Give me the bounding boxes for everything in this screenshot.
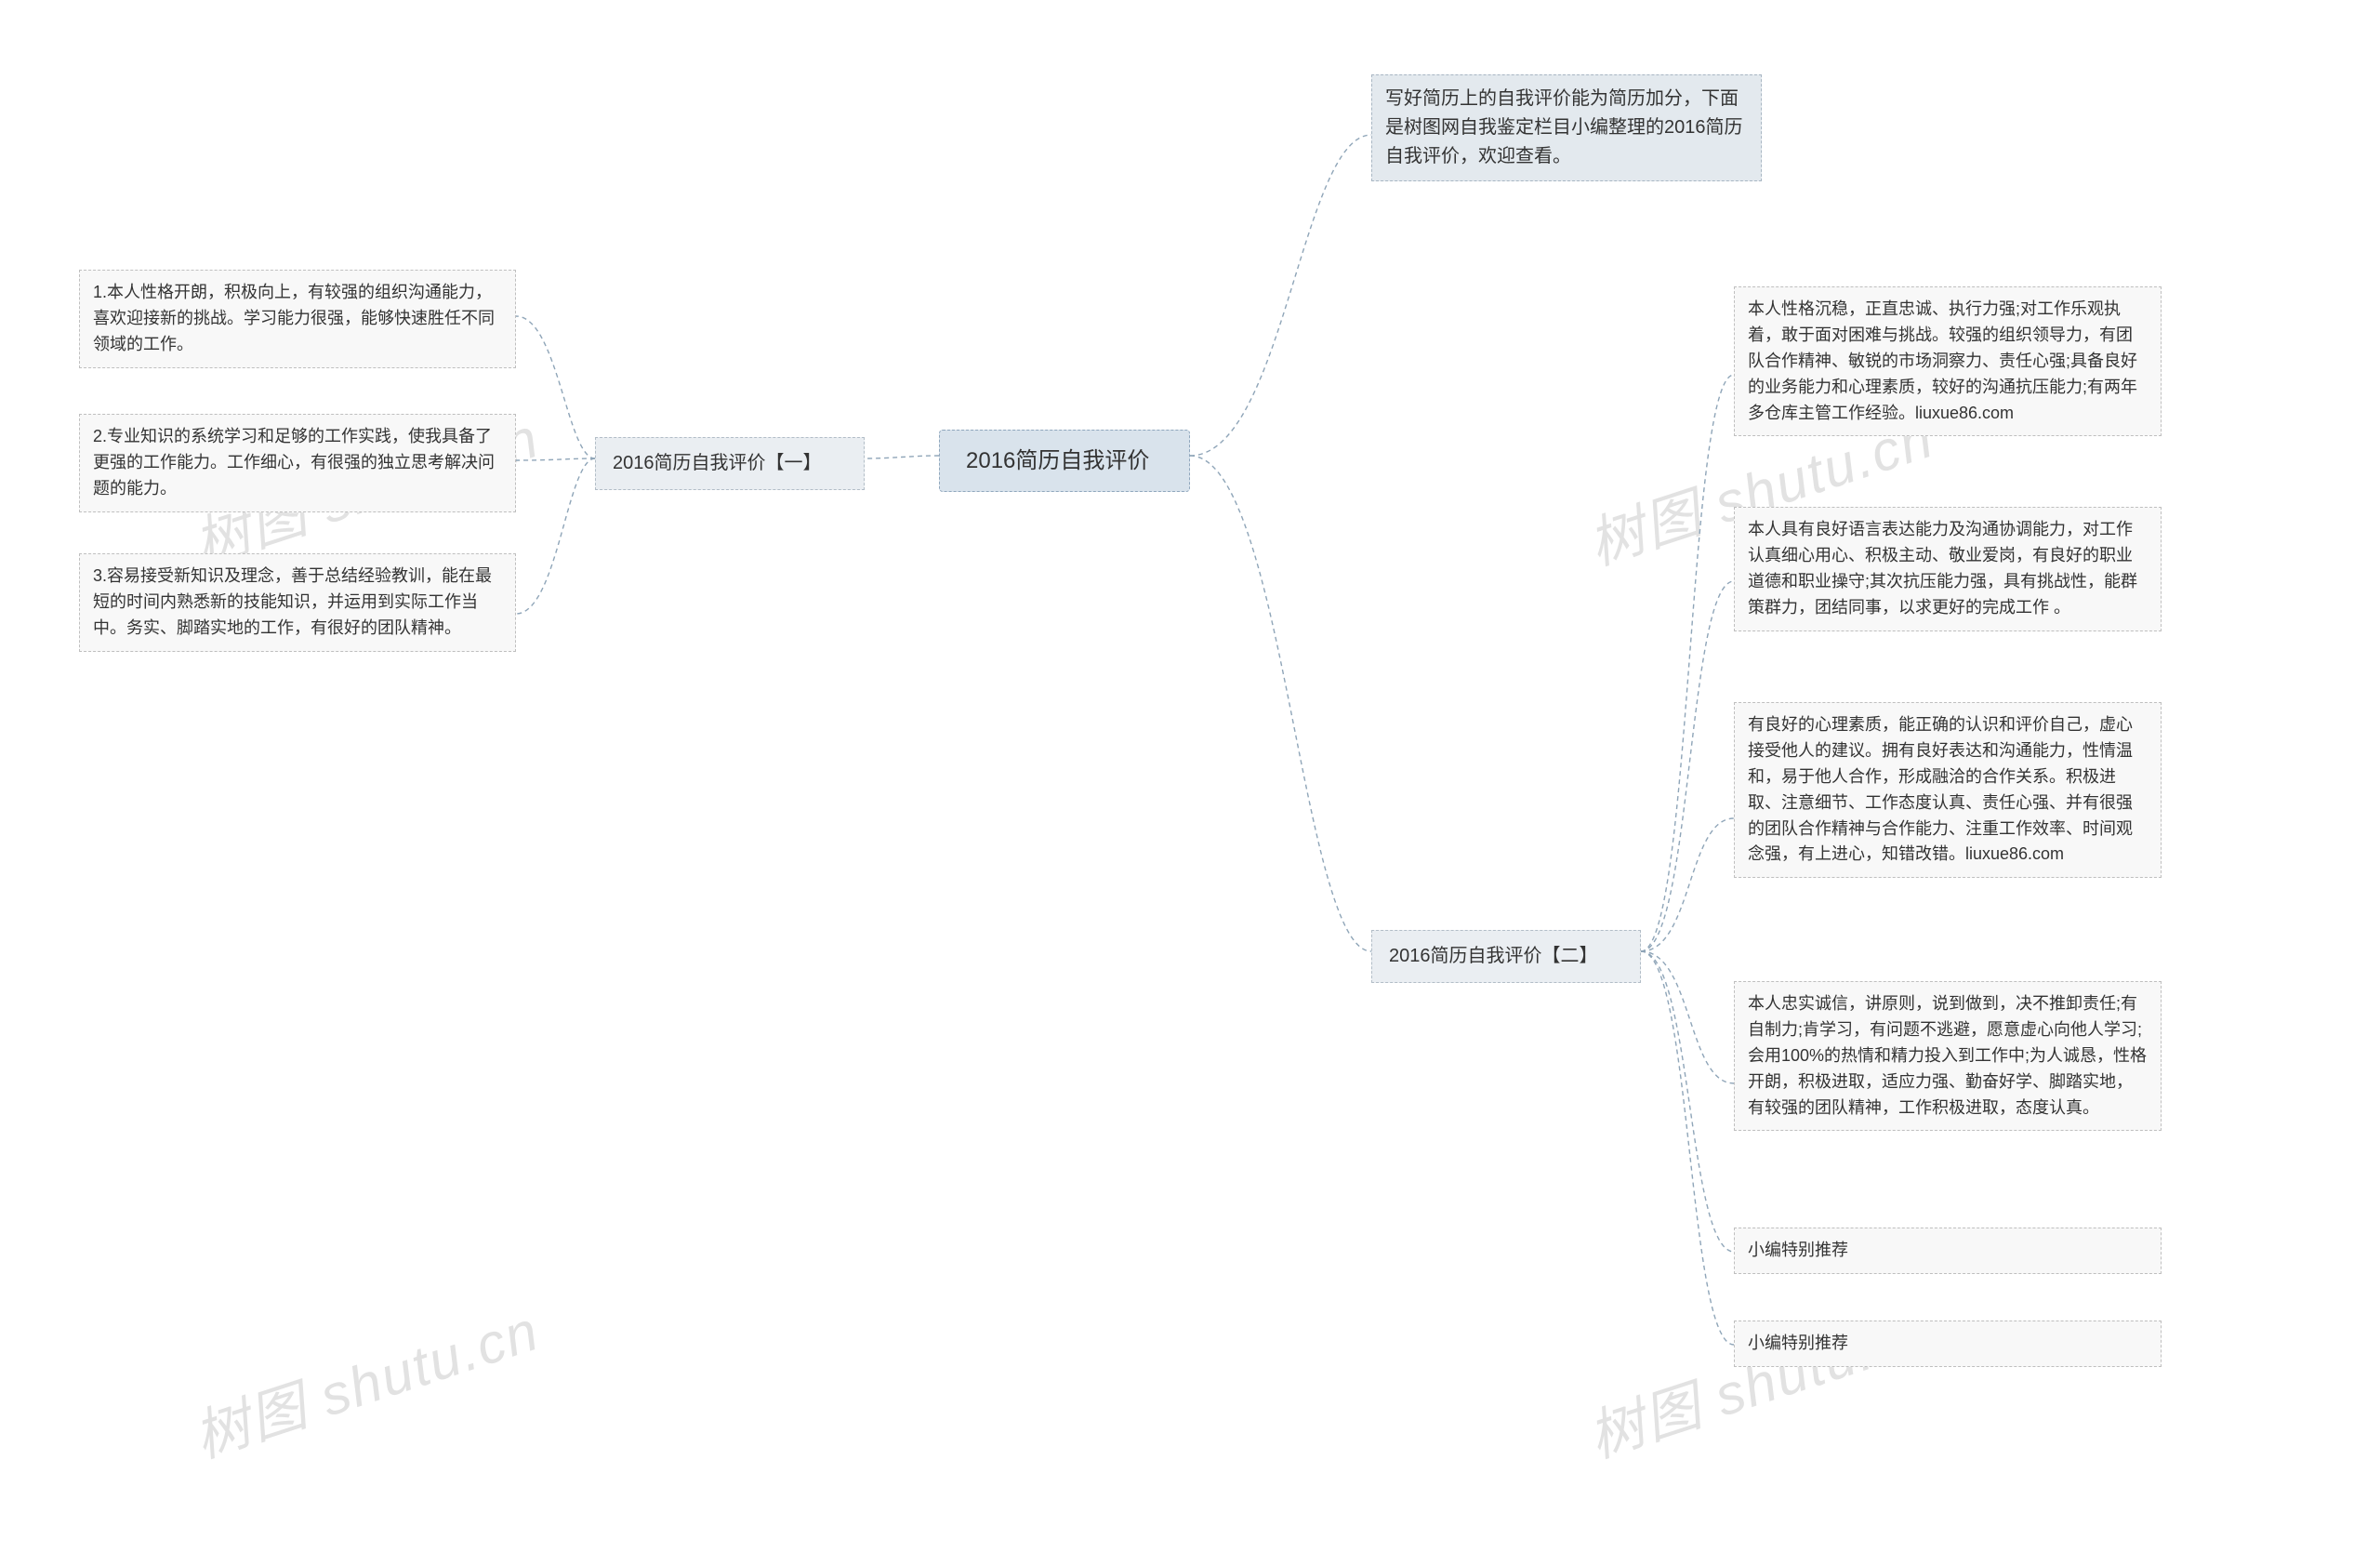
right-leaf-node[interactable]: 本人忠实诚信，讲原则，说到做到，决不推卸责任;有自制力;肯学习，有问题不逃避，愿… [1734,981,2162,1131]
intro-node[interactable]: 写好简历上的自我评价能为简历加分，下面是树图网自我鉴定栏目小编整理的2016简历… [1371,74,1762,181]
right-leaf-node[interactable]: 有良好的心理素质，能正确的认识和评价自己，虚心接受他人的建议。拥有良好表达和沟通… [1734,702,2162,878]
left-leaf-node[interactable]: 1.本人性格开朗，积极向上，有较强的组织沟通能力，喜欢迎接新的挑战。学习能力很强… [79,270,516,368]
left-leaf-node[interactable]: 2.专业知识的系统学习和足够的工作实践，使我具备了更强的工作能力。工作细心，有很… [79,414,516,512]
left-leaf-node[interactable]: 3.容易接受新知识及理念，善于总结经验教训，能在最短的时间内熟悉新的技能知识，并… [79,553,516,652]
right-branch-node[interactable]: 2016简历自我评价【二】 [1371,930,1641,983]
right-leaf-node[interactable]: 本人具有良好语言表达能力及沟通协调能力，对工作认真细心用心、积极主动、敬业爱岗，… [1734,507,2162,631]
right-leaf-node[interactable]: 小编特别推荐 [1734,1228,2162,1274]
left-branch-node[interactable]: 2016简历自我评价【一】 [595,437,865,490]
watermark: 树图 shutu.cn [182,1286,549,1474]
right-leaf-node[interactable]: 小编特别推荐 [1734,1321,2162,1367]
right-leaf-node[interactable]: 本人性格沉稳，正直忠诚、执行力强;对工作乐观执着，敢于面对困难与挑战。较强的组织… [1734,286,2162,436]
root-node[interactable]: 2016简历自我评价 [939,430,1190,492]
watermark: 树图 shutu.cn [1577,1286,1943,1474]
